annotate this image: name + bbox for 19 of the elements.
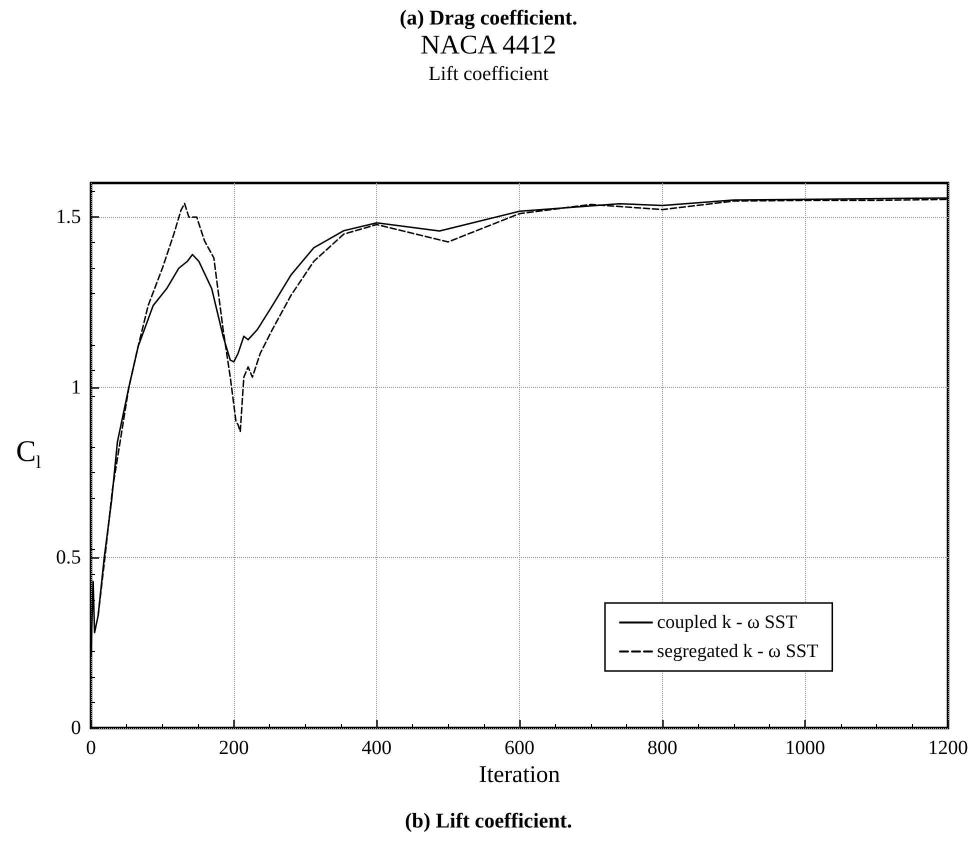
x-tick-label: 1200 xyxy=(928,737,968,759)
x-tick-label: 1000 xyxy=(785,737,826,759)
x-axis-title: Iteration xyxy=(478,762,560,788)
y-tick-label: 1 xyxy=(71,376,81,398)
x-tick-label: 200 xyxy=(218,737,249,759)
y-tick-label: 0 xyxy=(71,717,81,739)
x-tick-label: 800 xyxy=(647,737,678,759)
legend-label: coupled k - ω SST xyxy=(657,612,798,633)
chart-title: NACA 4412 xyxy=(420,30,556,60)
x-tick-label: 0 xyxy=(86,737,96,759)
x-tick-label: 400 xyxy=(362,737,392,759)
y-axis-title: C$_{l}$ xyxy=(16,435,42,474)
text: (b) Lift coefficient. xyxy=(404,808,572,832)
x-tick-label: 600 xyxy=(504,737,534,759)
chart-subtitle: Lift coefficient xyxy=(428,63,549,85)
legend-label: segregated k - ω SST xyxy=(657,641,819,662)
y-tick-label: 1.5 xyxy=(56,206,81,228)
text: (a) Drag coefficient. xyxy=(400,6,578,30)
y-tick-label: 0.5 xyxy=(56,546,81,569)
